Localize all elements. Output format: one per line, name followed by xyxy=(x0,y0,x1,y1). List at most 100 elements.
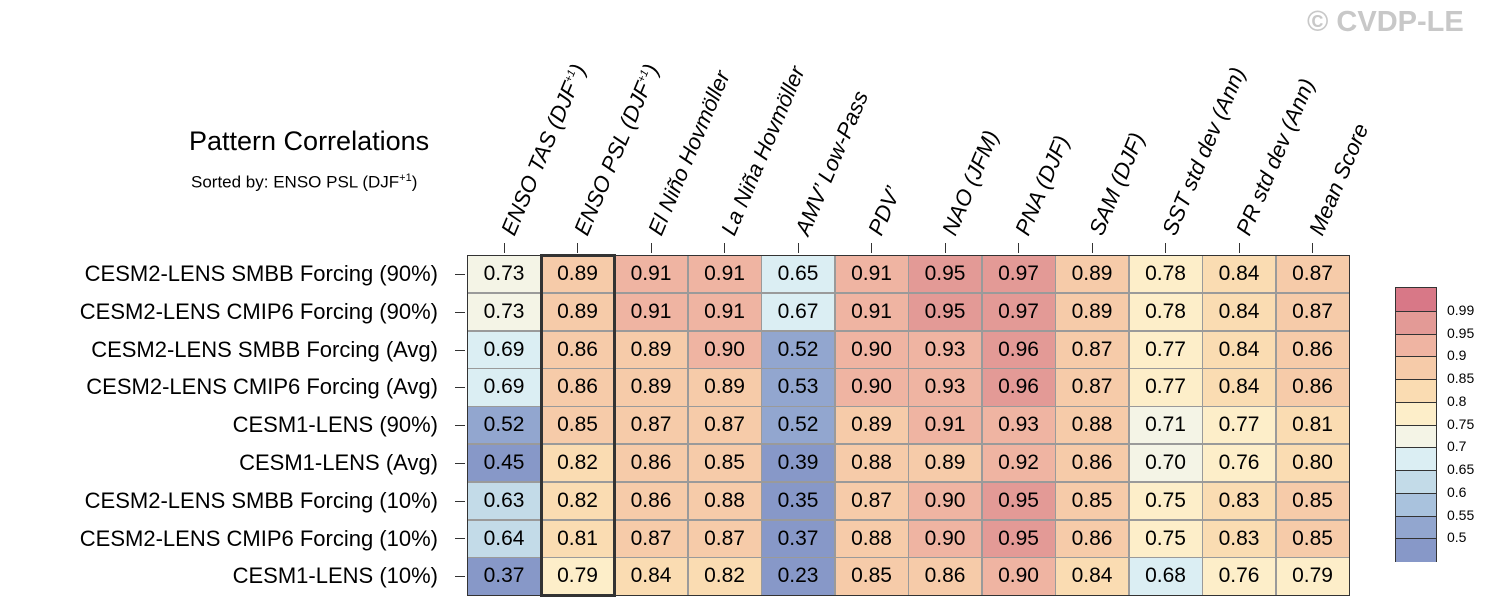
row-label: CESM2-LENS CMIP6 Forcing (10%) xyxy=(79,525,438,551)
column-label-text: NAO (JFM) xyxy=(936,126,1004,239)
colorbar-separator xyxy=(1396,379,1436,380)
colorbar-separator xyxy=(1396,492,1436,494)
column-tick xyxy=(1312,243,1313,253)
heatmap-cell: 0.87 xyxy=(1055,368,1129,407)
row-label: CESM2-LENS SMBB Forcing (Avg) xyxy=(91,336,438,362)
colorbar-band xyxy=(1396,515,1436,539)
column-label: Mean Score xyxy=(1304,120,1374,239)
heatmap-cell: 0.82 xyxy=(540,481,615,521)
heatmap-cell: 0.88 xyxy=(834,519,909,558)
chart-title: Pattern Correlations xyxy=(189,126,430,156)
column-tick xyxy=(724,243,725,253)
heatmap-cell: 0.79 xyxy=(540,557,615,596)
heatmap-cell: 0.89 xyxy=(540,292,615,332)
heatmap-cell: 0.93 xyxy=(908,330,982,369)
chart-subtitle: Sorted by: ENSO PSL (DJF+1) xyxy=(191,172,417,193)
colorbar-band xyxy=(1396,492,1436,516)
heatmap-cell: 0.69 xyxy=(467,368,541,407)
heatmap-cell: 0.90 xyxy=(908,519,982,558)
heatmap-cell: 0.45 xyxy=(467,444,541,483)
heatmap-cell: 0.87 xyxy=(687,406,762,445)
heatmap-cell: 0.67 xyxy=(761,292,835,332)
colorbar-separator xyxy=(1396,424,1436,426)
colorbar-band xyxy=(1396,470,1436,494)
row-label: CESM1-LENS (90%) xyxy=(232,412,438,438)
heatmap-cell: 0.91 xyxy=(908,406,982,445)
heatmap-cell: 0.81 xyxy=(1275,406,1350,445)
colorbar-separator xyxy=(1396,333,1436,335)
heatmap-cell: 0.85 xyxy=(834,557,909,596)
colorbar-label: 0.65 xyxy=(1447,461,1475,477)
column-tick xyxy=(1018,243,1019,253)
heatmap-cell: 0.90 xyxy=(908,481,982,521)
heatmap-cell: 0.97 xyxy=(981,255,1056,294)
heatmap-cell: 0.87 xyxy=(1275,292,1350,332)
colorbar-label: 0.6 xyxy=(1447,483,1467,500)
row-label: CESM2-LENS CMIP6 Forcing (Avg) xyxy=(86,374,438,400)
heatmap-cell: 0.80 xyxy=(1275,444,1350,483)
column-label-text: ENSO PSL (DJF xyxy=(569,78,657,239)
heatmap-cell: 0.79 xyxy=(1275,557,1350,596)
heatmap-cell: 0.89 xyxy=(614,330,688,369)
colorbar-band xyxy=(1396,356,1436,380)
heatmap-cell: 0.84 xyxy=(1202,368,1276,407)
heatmap-cell: 0.90 xyxy=(981,557,1056,596)
heatmap-cell: 0.84 xyxy=(1055,557,1129,596)
heatmap-cell: 0.85 xyxy=(1275,519,1350,558)
heatmap-cell: 0.76 xyxy=(1202,557,1276,596)
row-label: CESM2-LENS SMBB Forcing (90%) xyxy=(84,260,438,286)
column-label-text: Mean Score xyxy=(1304,119,1374,239)
column-label-text: SAM (DJF) xyxy=(1083,128,1150,239)
heatmap-cell: 0.35 xyxy=(761,481,835,521)
column-label-text: PDV’ xyxy=(863,182,906,239)
colorbar-label: 0.85 xyxy=(1447,370,1475,386)
heatmap-cell: 0.53 xyxy=(761,368,835,407)
colorbar-label: 0.9 xyxy=(1447,347,1467,364)
row-tick xyxy=(455,387,465,388)
column-label-text: AMV’ Low-Pass xyxy=(789,87,873,239)
heatmap-cell: 0.78 xyxy=(1128,255,1203,294)
column-tick xyxy=(871,243,872,253)
column-tick xyxy=(798,243,799,253)
colorbar-label: 0.55 xyxy=(1447,506,1475,523)
colorbar-label: 0.99 xyxy=(1447,301,1475,318)
heatmap-frame xyxy=(467,255,1350,597)
column-label: NAO (JFM) xyxy=(937,127,1004,240)
heatmap-cell: 0.23 xyxy=(761,557,835,596)
heatmap-cell: 0.91 xyxy=(687,255,762,294)
heatmap-cell: 0.92 xyxy=(981,444,1056,483)
column-label: PDV’ xyxy=(863,183,907,239)
heatmap-cell: 0.85 xyxy=(1055,481,1129,521)
heatmap-cell: 0.89 xyxy=(614,368,688,407)
heatmap-cell: 0.52 xyxy=(467,406,541,445)
colorbar xyxy=(1395,287,1437,562)
heatmap-cell: 0.90 xyxy=(834,368,909,407)
heatmap-cell: 0.69 xyxy=(467,330,541,369)
heatmap-cell: 0.95 xyxy=(908,255,982,294)
column-label: PNA (DJF) xyxy=(1010,132,1075,239)
heatmap-cell: 0.77 xyxy=(1202,406,1276,445)
heatmap-cell: 0.86 xyxy=(1055,444,1129,483)
colorbar-label: 0.95 xyxy=(1447,324,1475,341)
heatmap-cell: 0.37 xyxy=(467,557,541,596)
heatmap-cell: 0.89 xyxy=(687,368,762,407)
row-tick xyxy=(455,312,465,313)
column-label: SAM (DJF) xyxy=(1084,129,1150,239)
subtitle-suffix: ) xyxy=(411,172,418,192)
heatmap-cell: 0.89 xyxy=(834,406,909,445)
column-label-text: SST std dev (Ann) xyxy=(1157,63,1251,239)
heatmap-cell: 0.86 xyxy=(540,330,615,369)
heatmap-cell: 0.37 xyxy=(761,519,835,558)
column-tick xyxy=(945,243,946,253)
column-tick xyxy=(1239,243,1240,253)
heatmap-cell: 0.87 xyxy=(1055,330,1129,369)
heatmap-cell: 0.86 xyxy=(614,444,688,483)
heatmap-cell: 0.97 xyxy=(981,292,1056,332)
heatmap-cell: 0.68 xyxy=(1128,557,1203,596)
row-tick xyxy=(455,274,465,275)
heatmap-cell: 0.76 xyxy=(1202,444,1276,483)
column-tick xyxy=(504,243,505,253)
row-tick xyxy=(455,501,465,502)
heatmap-cell: 0.88 xyxy=(834,444,909,483)
